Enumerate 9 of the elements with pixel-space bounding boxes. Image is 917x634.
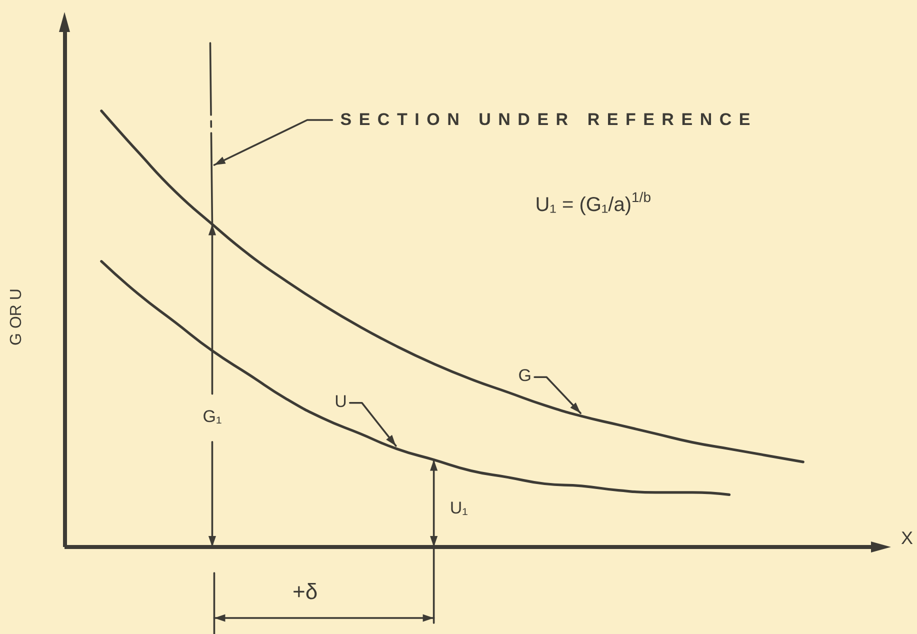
annotation: SECTION UNDER REFERENCE (340, 110, 750, 130)
annotation: G₁ (202, 407, 222, 426)
text: +δ (292, 578, 318, 604)
series-label: U (334, 392, 347, 412)
annotation: U₁ = (G₁/a)$^{1/b}$ (535, 188, 652, 216)
annotation: U₁ (450, 498, 468, 518)
x-axis-title: X (901, 528, 914, 548)
series-label: G (518, 366, 532, 386)
y-axis-title: G OR U (8, 288, 25, 346)
